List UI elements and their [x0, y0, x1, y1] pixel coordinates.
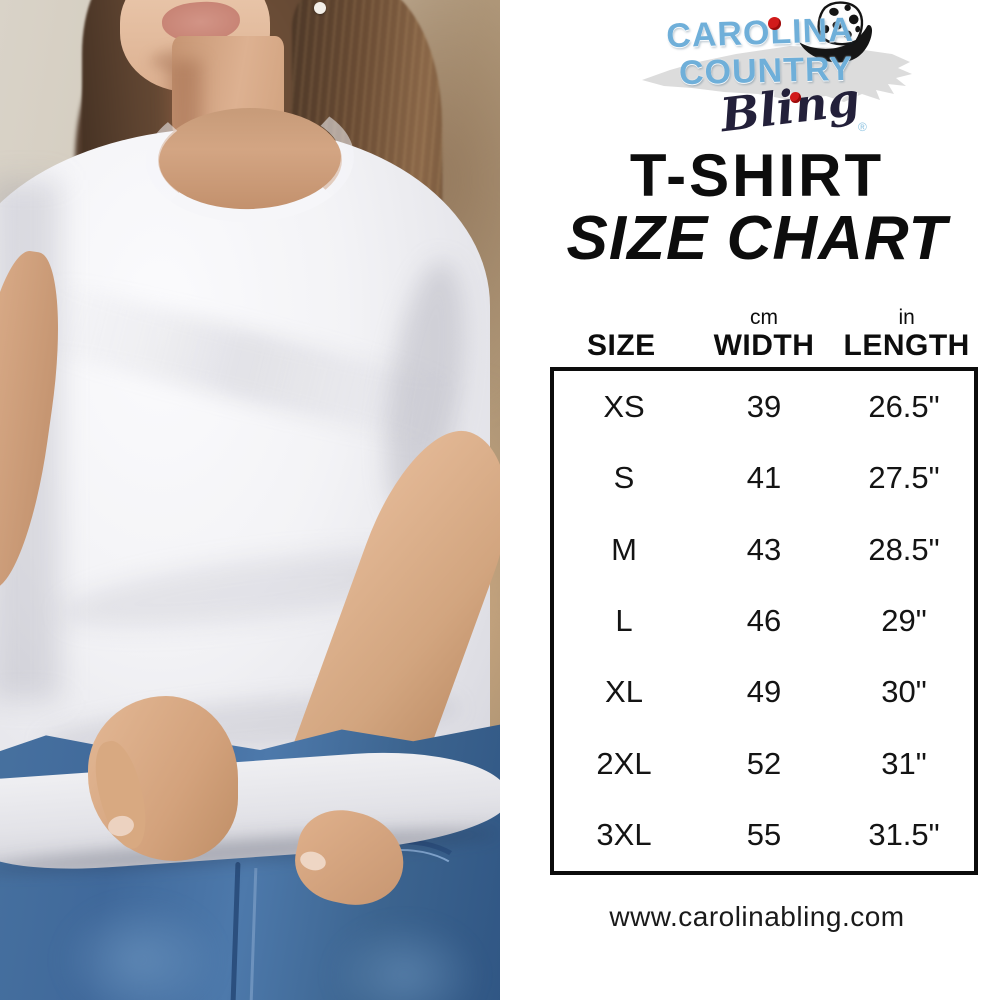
title-line1: T-SHIRT — [629, 142, 885, 209]
length-value: 31" — [881, 745, 927, 781]
length-value: 31.5" — [868, 817, 940, 853]
size-value: XS — [603, 388, 645, 424]
length-value: 29" — [881, 602, 927, 638]
length-value: 27.5" — [868, 460, 940, 496]
table-row: L 46 29" — [554, 585, 974, 656]
size-value: XL — [605, 674, 643, 710]
width-value: 55 — [746, 817, 782, 853]
size-value: L — [615, 602, 633, 638]
width-value: 43 — [746, 531, 782, 567]
column-header-size: SIZE — [550, 306, 693, 362]
ladybug-icon — [768, 17, 781, 30]
table-row: XL 49 30" — [554, 657, 974, 728]
width-value: 49 — [746, 674, 782, 710]
column-unit — [550, 306, 693, 330]
jeans-highlight — [60, 900, 220, 1000]
length-value: 30" — [881, 674, 927, 710]
earring-shape — [314, 2, 326, 14]
column-label: SIZE — [586, 329, 656, 362]
table-row: 2XL 52 31" — [554, 728, 974, 799]
ladybug-icon — [790, 92, 801, 103]
column-unit: in — [898, 306, 915, 329]
column-header-length: in LENGTH — [835, 306, 978, 362]
size-value: 2XL — [596, 745, 652, 781]
brand-logo: CAROLINA COUNTRY Bling ® — [500, 0, 1000, 152]
title-line2: SIZE CHART — [566, 204, 948, 273]
column-label: WIDTH — [713, 329, 815, 362]
tshirt-neckline — [158, 108, 342, 212]
size-table: XS 39 26.5" S 41 27.5" M 43 28.5" L 46 — [550, 367, 978, 875]
table-row: S 41 27.5" — [554, 442, 974, 513]
table-row: M 43 28.5" — [554, 514, 974, 585]
width-value: 39 — [746, 388, 782, 424]
cowboy-hat-icon — [799, 1, 873, 63]
page-title: T-SHIRT SIZE CHART — [514, 146, 1000, 270]
model-photo — [0, 0, 500, 1000]
width-value: 46 — [746, 602, 782, 638]
size-value: S — [613, 460, 635, 496]
size-chart-header: SIZE cm WIDTH in LENGTH — [550, 306, 978, 362]
size-value: M — [611, 531, 637, 567]
jeans-highlight — [330, 920, 480, 1000]
size-chart-panel: CAROLINA COUNTRY Bling ® T-SHIRT SIZE CH… — [500, 0, 1000, 1000]
table-row: XS 39 26.5" — [554, 371, 974, 442]
size-chart: SIZE cm WIDTH in LENGTH XS 39 26.5" — [550, 306, 978, 875]
width-value: 52 — [746, 745, 782, 781]
website-url: www.carolinabling.com — [609, 901, 905, 932]
size-value: 3XL — [596, 817, 652, 853]
table-row: 3XL 55 31.5" — [554, 800, 974, 871]
column-label: LENGTH — [843, 329, 970, 362]
registered-trademark: ® — [858, 120, 867, 134]
width-value: 41 — [746, 460, 782, 496]
length-value: 28.5" — [868, 531, 940, 567]
length-value: 26.5" — [868, 388, 940, 424]
column-header-width: cm WIDTH — [693, 306, 836, 362]
column-unit: cm — [750, 306, 778, 329]
